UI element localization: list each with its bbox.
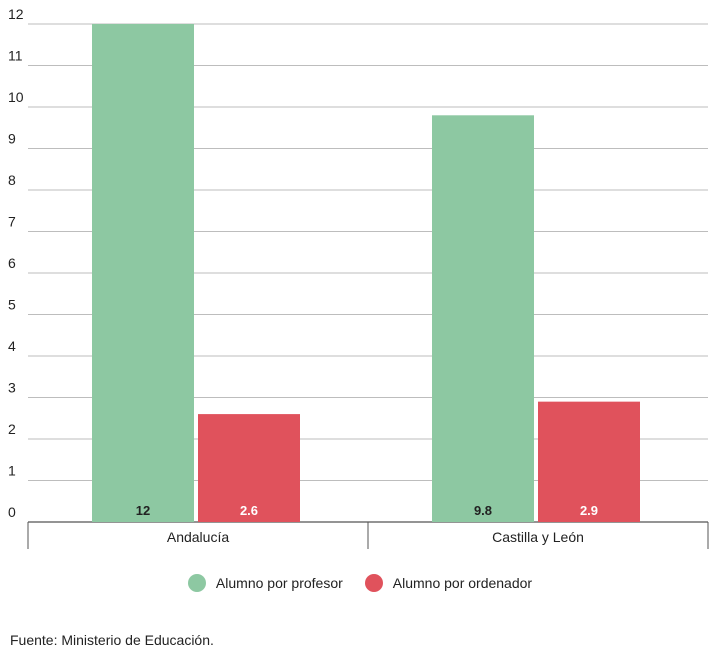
bar [92, 24, 194, 522]
y-tick-label: 7 [8, 214, 16, 230]
legend: Alumno por profesor Alumno por ordenador [0, 574, 720, 592]
y-tick-label: 5 [8, 297, 16, 313]
legend-label-series-2: Alumno por ordenador [392, 575, 533, 591]
bar-data-label: 9.8 [474, 503, 492, 518]
x-category-label: Andalucía [167, 529, 229, 545]
y-tick-label: 8 [8, 172, 16, 188]
y-tick-label: 2 [8, 421, 16, 437]
bar-data-label: 12 [136, 503, 150, 518]
bar [198, 414, 300, 522]
bar [538, 401, 640, 522]
source-note: Fuente: Ministerio de Educación. [10, 632, 214, 648]
bar-data-label: 2.6 [240, 503, 258, 518]
y-tick-label: 4 [8, 338, 16, 354]
y-tick-label: 3 [8, 380, 16, 396]
legend-swatch-series-2 [364, 574, 383, 592]
legend-item-series-1[interactable]: Alumno por profesor [187, 574, 343, 592]
y-tick-label: 0 [8, 504, 16, 520]
y-tick-label: 1 [8, 463, 16, 479]
legend-swatch-series-1 [187, 574, 206, 592]
bar-data-label: 2.9 [580, 503, 598, 518]
bar [432, 115, 534, 523]
y-tick-label: 6 [8, 255, 16, 271]
y-tick-label: 11 [8, 48, 23, 64]
y-tick-label: 10 [8, 89, 24, 105]
y-tick-label: 9 [8, 131, 16, 147]
legend-label-series-1: Alumno por profesor [215, 575, 343, 591]
legend-item-series-2[interactable]: Alumno por ordenador [364, 574, 533, 592]
x-category-label: Castilla y León [492, 529, 584, 545]
y-tick-label: 12 [8, 6, 24, 22]
